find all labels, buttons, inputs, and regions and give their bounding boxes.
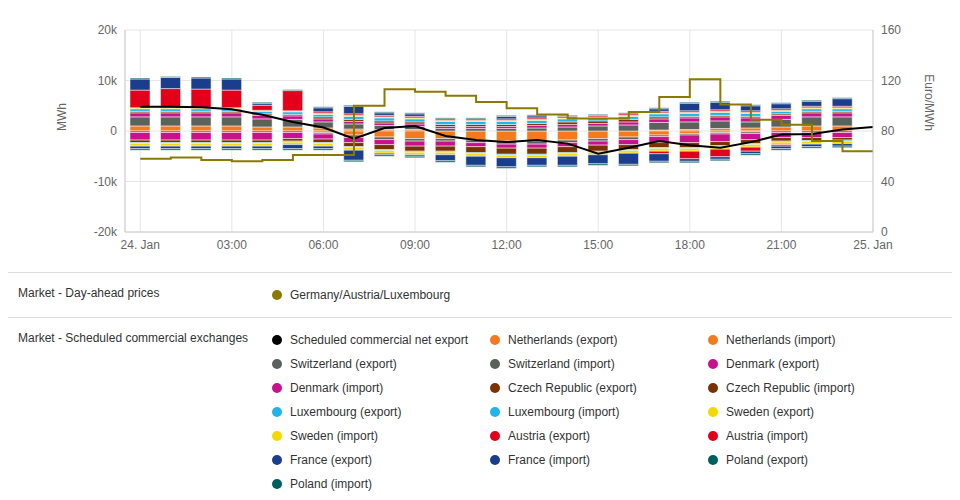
svg-text:09:00: 09:00 xyxy=(400,238,430,252)
svg-text:MWh: MWh xyxy=(55,103,69,131)
svg-text:25. Jan: 25. Jan xyxy=(853,238,892,252)
svg-text:03:00: 03:00 xyxy=(217,238,247,252)
svg-text:15:00: 15:00 xyxy=(583,238,613,252)
svg-text:40: 40 xyxy=(881,175,895,189)
html-text:Denmark (import): Denmark (import) xyxy=(290,381,384,395)
svg-text:Euro/MWh: Euro/MWh xyxy=(922,74,936,131)
html-text:Austria (import): Austria (import) xyxy=(726,429,808,443)
svg-text:12:00: 12:00 xyxy=(492,238,522,252)
html-text:Scheduled commercial net expor: Scheduled commercial net export xyxy=(290,333,469,347)
html-text:Switzerland (import): Switzerland (import) xyxy=(508,357,615,371)
svg-text:20k: 20k xyxy=(98,23,118,37)
svg-text:10k: 10k xyxy=(98,74,118,88)
svg-text:-20k: -20k xyxy=(94,225,118,239)
svg-text:24. Jan: 24. Jan xyxy=(121,238,160,252)
html-text:Sweden (import): Sweden (import) xyxy=(290,429,378,443)
html-text:Sweden (export): Sweden (export) xyxy=(726,405,814,419)
html-text:Luxembourg (export): Luxembourg (export) xyxy=(290,405,402,419)
svg-text:160: 160 xyxy=(881,23,901,37)
svg-text:0: 0 xyxy=(110,124,117,138)
html-text:Switzerland (export): Switzerland (export) xyxy=(290,357,397,371)
html-text:Market - Scheduled commercial: Market - Scheduled commercial exchanges xyxy=(18,331,249,345)
svg-text:0: 0 xyxy=(881,225,888,239)
svg-text:06:00: 06:00 xyxy=(308,238,338,252)
html-text:Netherlands (export): Netherlands (export) xyxy=(508,333,618,347)
html-text:Denmark (export): Denmark (export) xyxy=(726,357,820,371)
html-text:France (export): France (export) xyxy=(290,453,372,467)
html-text:Poland (import): Poland (import) xyxy=(290,477,372,491)
svg-text:21:00: 21:00 xyxy=(766,238,796,252)
html-text:Germany/Austria/Luxembourg: Germany/Austria/Luxembourg xyxy=(290,288,451,302)
html-text:Poland (export): Poland (export) xyxy=(726,453,808,467)
html-text:Austria (export): Austria (export) xyxy=(508,429,590,443)
svg-text:120: 120 xyxy=(881,74,901,88)
html-text:Czech Republic (export): Czech Republic (export) xyxy=(508,381,637,395)
html-text:France (import): France (import) xyxy=(508,453,590,467)
html-text:Czech Republic (import): Czech Republic (import) xyxy=(726,381,855,395)
svg-text:80: 80 xyxy=(881,124,895,138)
html-text:Netherlands (import): Netherlands (import) xyxy=(726,333,836,347)
html-text:Luxembourg (import): Luxembourg (import) xyxy=(508,405,620,419)
svg-text:-10k: -10k xyxy=(94,175,118,189)
svg-text:18:00: 18:00 xyxy=(675,238,705,252)
html-text:Market - Day-ahead prices: Market - Day-ahead prices xyxy=(18,286,160,300)
